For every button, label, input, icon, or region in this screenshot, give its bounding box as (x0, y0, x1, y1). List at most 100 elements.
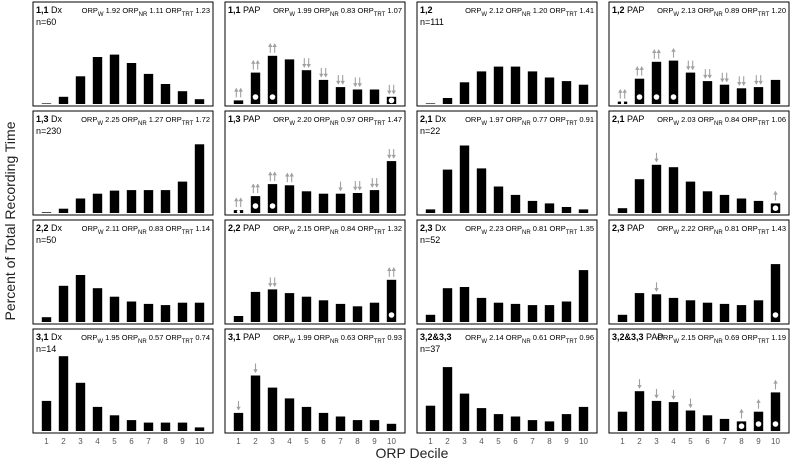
bar (301, 70, 312, 104)
bar (578, 209, 589, 213)
change-arrow-down (370, 183, 375, 188)
bar (617, 208, 628, 213)
x-tick-label: 4 (95, 437, 100, 446)
change-arrow-up (652, 49, 657, 53)
bar (578, 270, 589, 322)
bar (578, 406, 589, 431)
change-arrow-down (357, 186, 362, 191)
bar (544, 305, 555, 322)
change-arrow-down (374, 183, 379, 188)
x-tick-label: 1 (620, 437, 625, 446)
panel-title: 1,3 Dx (36, 114, 63, 124)
bar (41, 317, 52, 322)
bar (250, 375, 261, 431)
bar (369, 89, 380, 104)
change-arrow-down (236, 406, 241, 411)
panel: 3,2&3,3 ORPW 2.14 ORPNR 0.61 ORPTRT 0.96n… (416, 328, 598, 446)
x-tick-label: 6 (129, 437, 134, 446)
change-arrow-down (654, 394, 659, 399)
panel-border (32, 1, 214, 107)
bar (92, 406, 103, 431)
x-tick-label: 3 (270, 437, 275, 446)
bar (335, 87, 346, 104)
bar (476, 408, 487, 431)
x-tick-label: 10 (195, 437, 204, 446)
change-arrow-down (391, 154, 396, 159)
bar (617, 314, 628, 322)
bar (109, 296, 120, 322)
significance-dot (252, 94, 259, 100)
bar (544, 77, 555, 104)
bar (527, 71, 538, 104)
panel: 1,1 PAP ORPW 1.99 ORPNR 0.83 ORPTRT 1.07 (224, 1, 406, 107)
change-arrow-up (618, 89, 623, 93)
bar (668, 297, 679, 322)
panel-title: 2,1 Dx (420, 114, 447, 124)
change-arrow-down (319, 73, 324, 78)
bar (736, 305, 747, 322)
bar (719, 194, 730, 213)
bar (459, 393, 470, 431)
bar (459, 287, 470, 322)
bar (267, 289, 278, 322)
significance-dot (653, 94, 660, 100)
x-tick-label: 8 (547, 437, 552, 446)
bar (510, 194, 521, 213)
bar (442, 98, 453, 104)
bar (41, 103, 52, 104)
bar (75, 198, 86, 213)
sample-size: n=111 (420, 17, 444, 27)
panel-title: 1,2 PAP (612, 5, 644, 15)
bar (685, 300, 696, 322)
panel: 1,2 ORPW 2.12 ORPNR 1.20 ORPTRT 1.41n=111 (416, 1, 598, 107)
bar (634, 78, 645, 104)
change-arrow-down (340, 80, 345, 85)
panel: 1,3 PAP ORPW 2.20 ORPNR 0.97 ORPTRT 1.47 (224, 110, 406, 216)
panel-title: 2,1 PAP (612, 114, 644, 124)
panel: 2,3 PAP ORPW 2.22 ORPNR 0.81 ORPTRT 1.43 (608, 219, 790, 325)
change-arrow-down (686, 66, 691, 71)
change-arrow-down (336, 80, 341, 85)
x-tick-label: 6 (705, 437, 710, 446)
bar (719, 84, 730, 104)
bar (160, 422, 171, 431)
change-arrow-up (272, 43, 277, 47)
bar (476, 168, 487, 213)
panel: 2,1 Dx ORPW 1.97 ORPNR 0.77 ORPTRT 0.91n=… (416, 110, 598, 216)
x-tick-label: 9 (372, 437, 377, 446)
significance-dot (636, 94, 643, 100)
bar (770, 264, 781, 322)
bar (459, 82, 470, 104)
bar (160, 190, 171, 213)
bar (668, 60, 679, 104)
change-arrow-up (289, 172, 294, 177)
bar (493, 302, 504, 322)
bar (386, 161, 397, 213)
bar (770, 392, 781, 431)
bar (651, 164, 662, 213)
bar (58, 208, 69, 213)
x-tick-label: 8 (163, 437, 168, 446)
x-tick-label: 7 (530, 437, 535, 446)
change-arrow-up (268, 43, 273, 47)
bar (143, 190, 154, 213)
panel-title: 3,1 PAP (228, 332, 260, 342)
bar (493, 414, 504, 431)
significance-dot (269, 94, 276, 100)
change-arrow-down (707, 74, 712, 79)
bar (736, 198, 747, 213)
bar (177, 91, 188, 104)
bar (109, 415, 120, 431)
bar (233, 412, 244, 431)
x-tick-label: 4 (287, 437, 292, 446)
bar (250, 72, 261, 104)
bar (736, 88, 747, 104)
bar (352, 420, 363, 431)
bar (442, 169, 453, 213)
change-arrow-up (622, 89, 627, 93)
x-tick-label: 3 (654, 437, 659, 446)
significance-dot (755, 421, 762, 427)
significance-dot (772, 205, 779, 211)
panel-title: 1,3 PAP (228, 114, 260, 124)
